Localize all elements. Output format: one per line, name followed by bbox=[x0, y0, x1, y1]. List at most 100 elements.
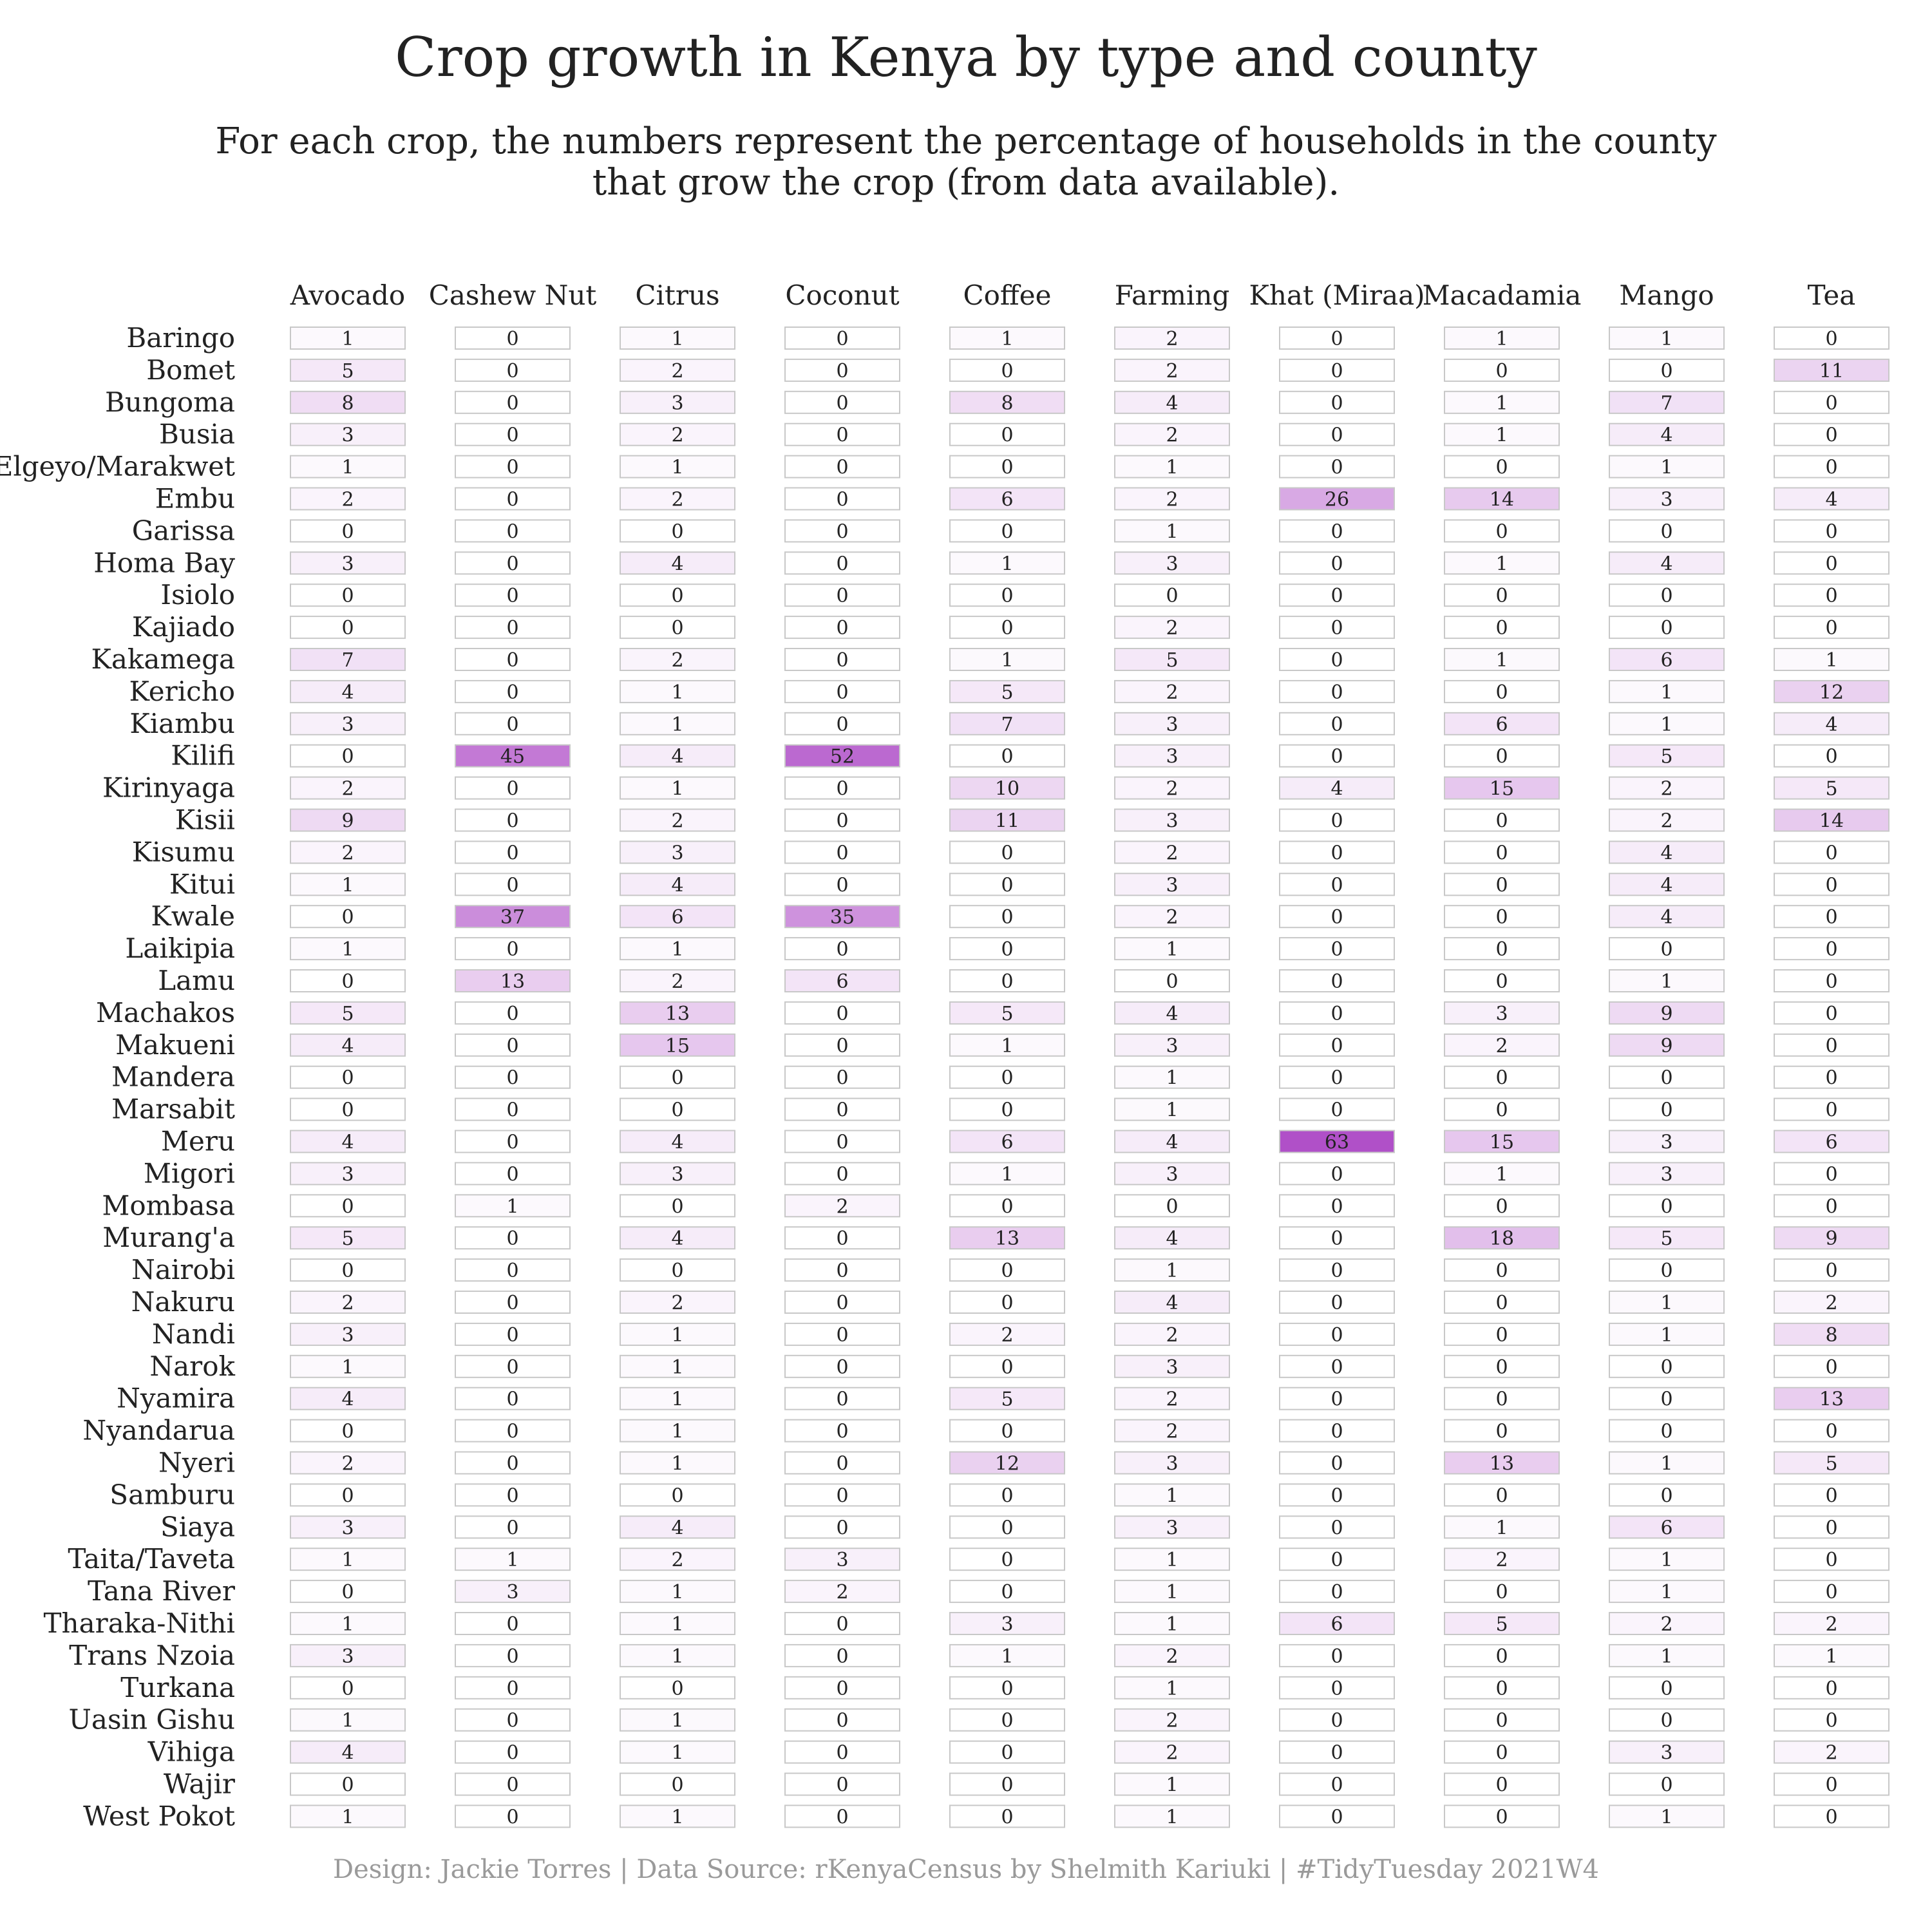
heatmap-cell bbox=[455, 1354, 571, 1378]
cell-value-label: 4 bbox=[1660, 424, 1672, 447]
cell-value-label: 0 bbox=[1495, 1774, 1508, 1797]
cell-value-label: 0 bbox=[1660, 360, 1672, 383]
cell-value-label: 0 bbox=[506, 489, 518, 511]
heatmap-cell bbox=[949, 551, 1065, 575]
cell-value-label: 4 bbox=[671, 1227, 683, 1250]
cell-value-label: 0 bbox=[1495, 1806, 1508, 1828]
cell-value-label: 0 bbox=[1001, 1710, 1013, 1732]
heatmap-cell bbox=[1114, 937, 1230, 961]
cell-value-label: 0 bbox=[1495, 1067, 1508, 1090]
heatmap-cell bbox=[455, 1291, 571, 1314]
cell-value-label: 0 bbox=[1331, 1356, 1343, 1379]
heatmap-cell bbox=[290, 905, 406, 929]
heatmap-cell bbox=[1444, 455, 1560, 478]
heatmap-cell bbox=[455, 840, 571, 864]
cell-value-label: 0 bbox=[836, 1003, 848, 1025]
cell-value-label: 0 bbox=[1001, 520, 1013, 543]
heatmap-cell bbox=[949, 1740, 1065, 1764]
cell-value-label: 0 bbox=[1495, 457, 1508, 479]
cell-value-label: 0 bbox=[506, 778, 518, 800]
cell-value-label: 0 bbox=[671, 1774, 683, 1797]
cell-value-label: 0 bbox=[506, 1163, 518, 1186]
cell-value-label: 0 bbox=[1660, 585, 1672, 607]
cell-value-label: 13 bbox=[1819, 1388, 1844, 1411]
cell-value-label: 0 bbox=[671, 585, 683, 607]
heatmap-cell bbox=[784, 358, 900, 382]
cell-value-label: 0 bbox=[506, 392, 518, 415]
heatmap-cell bbox=[620, 937, 735, 961]
heatmap-cell bbox=[290, 1483, 406, 1507]
cell-value-label: 0 bbox=[836, 681, 848, 704]
cell-value-label: 0 bbox=[1825, 1356, 1837, 1379]
cell-value-label: 3 bbox=[1166, 1356, 1178, 1379]
cell-value-label: 0 bbox=[1495, 1678, 1508, 1700]
cell-value-label: 6 bbox=[836, 971, 848, 993]
row-label-migori: Migori bbox=[144, 1157, 235, 1189]
heatmap-cell bbox=[1609, 840, 1725, 864]
cell-value-label: 2 bbox=[836, 1581, 848, 1604]
heatmap-cell bbox=[1609, 1515, 1725, 1539]
heatmap-cell bbox=[1774, 358, 1889, 382]
heatmap-cell bbox=[620, 1612, 735, 1635]
heatmap-cell bbox=[620, 1483, 735, 1507]
cell-value-label: 0 bbox=[836, 489, 848, 511]
heatmap-cell bbox=[784, 1322, 900, 1346]
cell-value-label: 2 bbox=[1660, 810, 1672, 833]
cell-value-label: 0 bbox=[506, 810, 518, 833]
heatmap-cell bbox=[1444, 1387, 1560, 1410]
heatmap-cell bbox=[784, 969, 900, 992]
heatmap-cell bbox=[1444, 712, 1560, 735]
cell-value-label: 0 bbox=[836, 1613, 848, 1636]
heatmap-cell bbox=[784, 1065, 900, 1089]
cell-value-label: 4 bbox=[1331, 778, 1343, 800]
heatmap-cell bbox=[1774, 712, 1889, 735]
heatmap-cell bbox=[1609, 905, 1725, 929]
heatmap-cell bbox=[1279, 873, 1395, 896]
cell-value-label: 1 bbox=[671, 681, 683, 704]
cell-value-label: 9 bbox=[1825, 1227, 1837, 1250]
cell-value-label: 1 bbox=[341, 1356, 354, 1379]
heatmap-cell bbox=[949, 905, 1065, 929]
cell-value-label: 1 bbox=[1660, 1806, 1672, 1828]
cell-value-label: 6 bbox=[1660, 649, 1672, 672]
cell-value-label: 4 bbox=[671, 746, 683, 768]
cell-value-label: 2 bbox=[341, 1453, 354, 1475]
cell-value-label: 0 bbox=[1825, 874, 1837, 896]
heatmap-cell bbox=[949, 358, 1065, 382]
row-label-kericho: Kericho bbox=[129, 676, 235, 707]
heatmap-cell bbox=[620, 1322, 735, 1346]
cell-value-label: 2 bbox=[1166, 424, 1178, 447]
cell-value-label: 5 bbox=[341, 1003, 354, 1025]
heatmap-cell bbox=[1444, 648, 1560, 671]
heatmap-cell bbox=[949, 1643, 1065, 1667]
cell-value-label: 1 bbox=[1166, 1260, 1178, 1282]
cell-value-label: 0 bbox=[1166, 1195, 1178, 1218]
cell-value-label: 0 bbox=[1495, 1710, 1508, 1732]
cell-value-label: 3 bbox=[506, 1581, 518, 1604]
heatmap-cell bbox=[455, 1676, 571, 1700]
cell-value-label: 0 bbox=[836, 842, 848, 864]
cell-value-label: 2 bbox=[1825, 1742, 1837, 1765]
heatmap-cell bbox=[620, 1643, 735, 1667]
heatmap-cell bbox=[949, 1162, 1065, 1186]
heatmap-cell bbox=[1114, 422, 1230, 446]
cell-value-label: 3 bbox=[1660, 1132, 1672, 1154]
cell-value-label: 1 bbox=[1166, 1549, 1178, 1571]
cell-value-label: 0 bbox=[836, 1678, 848, 1700]
cell-value-label: 0 bbox=[341, 1678, 354, 1700]
cell-value-label: 0 bbox=[506, 714, 518, 736]
cell-value-label: 0 bbox=[1331, 874, 1343, 896]
heatmap-cell bbox=[1444, 1226, 1560, 1250]
heatmap-cell bbox=[1279, 937, 1395, 961]
cell-value-label: 0 bbox=[506, 649, 518, 672]
heatmap-cell bbox=[455, 1194, 571, 1218]
heatmap-cell bbox=[1609, 1226, 1725, 1250]
cell-value-label: 0 bbox=[506, 585, 518, 607]
heatmap-cell bbox=[1444, 1419, 1560, 1443]
cell-value-label: 3 bbox=[671, 1163, 683, 1186]
heatmap-cell bbox=[1114, 487, 1230, 511]
cell-value-label: 3 bbox=[341, 714, 354, 736]
cell-value-label: 1 bbox=[506, 1549, 518, 1571]
heatmap-cell bbox=[1114, 1291, 1230, 1314]
cell-value-label: 0 bbox=[1825, 585, 1837, 607]
